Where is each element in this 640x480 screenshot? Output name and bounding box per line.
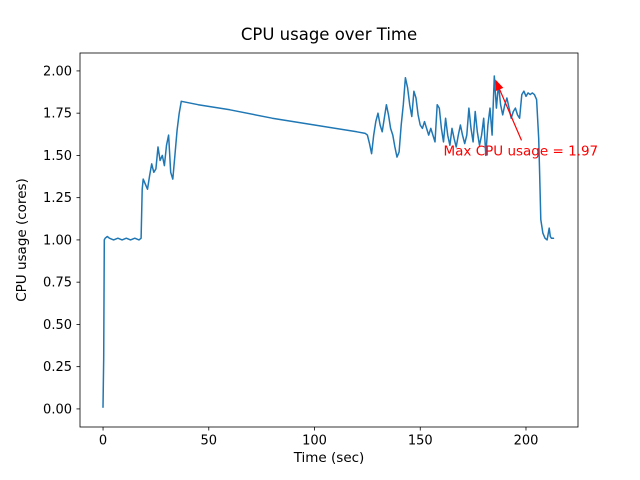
annotation-arrow-line [499,89,523,141]
y-tick-label: 0.25 [43,360,72,375]
x-tick-label: 50 [201,434,218,449]
x-tick-label: 200 [514,434,539,449]
axes-ticks: 0 50 100 150 200 0.00 0.25 0.50 0.75 1.00 1.25 1.50… [43,64,538,448]
y-tick-label: 1.00 [43,233,72,248]
x-tick-label: 0 [99,434,107,449]
cpu-usage-line [102,75,555,408]
chart-title: CPU usage over Time [241,25,417,44]
y-tick-label: 0.50 [43,318,72,333]
y-axis-label: CPU usage (cores) [14,178,30,302]
annotation-text: Max CPU usage = 1.97 [444,143,599,159]
y-tick-label: 1.75 [43,107,72,122]
annotation-arrow-head [495,79,504,92]
x-tick-label: 150 [408,434,433,449]
y-tick-label: 2.00 [43,64,72,79]
axes-spine [79,52,579,428]
y-tick-label: 0.00 [43,402,72,417]
x-axis-label: Time (sec) [293,450,365,466]
y-tick-label: 0.75 [43,276,72,291]
y-tick-label: 1.25 [43,191,72,206]
annotation-arrow [495,79,523,141]
y-tick-label: 1.50 [43,149,72,164]
x-tick-label: 100 [302,434,327,449]
